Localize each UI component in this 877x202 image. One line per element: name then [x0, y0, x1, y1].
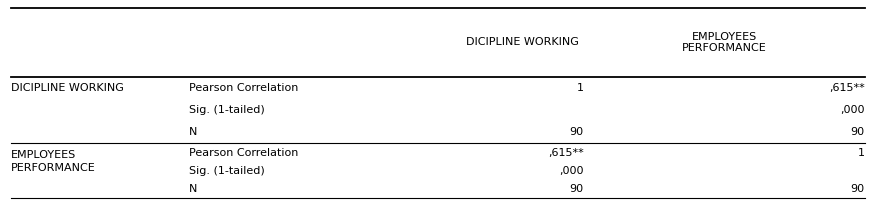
Text: N: N [189, 127, 197, 137]
Text: ,615**: ,615** [828, 83, 864, 93]
Text: ,000: ,000 [839, 105, 864, 115]
Text: 90: 90 [569, 127, 583, 137]
Text: 90: 90 [850, 127, 864, 137]
Text: ,000: ,000 [559, 166, 583, 176]
Text: DICIPLINE WORKING: DICIPLINE WORKING [466, 37, 578, 47]
Text: 90: 90 [569, 184, 583, 194]
Text: Pearson Correlation: Pearson Correlation [189, 83, 298, 93]
Text: 1: 1 [857, 147, 864, 158]
Text: Pearson Correlation: Pearson Correlation [189, 147, 298, 158]
Text: Sig. (1-tailed): Sig. (1-tailed) [189, 166, 264, 176]
Text: N: N [189, 184, 197, 194]
Text: ,615**: ,615** [547, 147, 583, 158]
Text: Sig. (1-tailed): Sig. (1-tailed) [189, 105, 264, 115]
Text: DICIPLINE WORKING: DICIPLINE WORKING [11, 83, 124, 93]
Text: EMPLOYEES
PERFORMANCE: EMPLOYEES PERFORMANCE [681, 32, 766, 53]
Text: 90: 90 [850, 184, 864, 194]
Text: EMPLOYEES
PERFORMANCE: EMPLOYEES PERFORMANCE [11, 150, 96, 173]
Text: 1: 1 [576, 83, 583, 93]
